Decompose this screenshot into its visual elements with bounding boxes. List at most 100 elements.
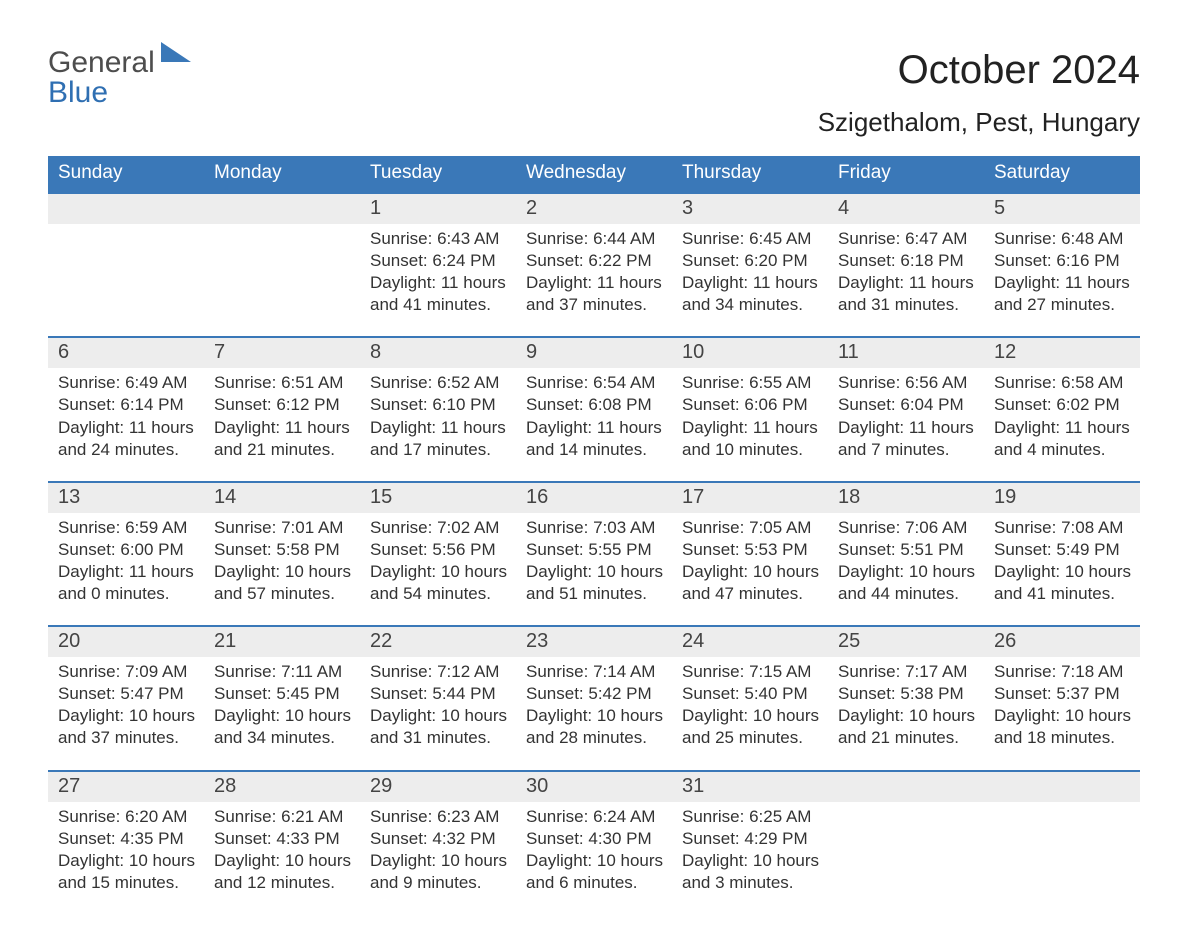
day-daylight2: and 21 minutes.	[214, 439, 354, 461]
day-sunrise: Sunrise: 6:44 AM	[526, 228, 666, 250]
day-daylight1: Daylight: 10 hours	[214, 850, 354, 872]
day-daylight2: and 44 minutes.	[838, 583, 978, 605]
day-daylight2: and 51 minutes.	[526, 583, 666, 605]
day-sunset: Sunset: 6:10 PM	[370, 394, 510, 416]
day-daylight1: Daylight: 11 hours	[838, 417, 978, 439]
day-body-cell: Sunrise: 7:06 AMSunset: 5:51 PMDaylight:…	[828, 513, 984, 626]
day-daylight1: Daylight: 10 hours	[838, 705, 978, 727]
day-daylight2: and 12 minutes.	[214, 872, 354, 894]
day-number-cell: 8	[360, 337, 516, 368]
day-number-row: 13141516171819	[48, 482, 1140, 513]
day-daylight2: and 27 minutes.	[994, 294, 1134, 316]
day-body-cell: Sunrise: 6:51 AMSunset: 6:12 PMDaylight:…	[204, 368, 360, 481]
day-sunset: Sunset: 4:32 PM	[370, 828, 510, 850]
day-sunrise: Sunrise: 6:58 AM	[994, 372, 1134, 394]
day-body-row: Sunrise: 6:49 AMSunset: 6:14 PMDaylight:…	[48, 368, 1140, 481]
day-sunrise: Sunrise: 6:59 AM	[58, 517, 198, 539]
title-block: October 2024 Szigethalom, Pest, Hungary	[818, 48, 1140, 138]
day-daylight2: and 14 minutes.	[526, 439, 666, 461]
day-body-cell: Sunrise: 6:25 AMSunset: 4:29 PMDaylight:…	[672, 802, 828, 914]
day-daylight1: Daylight: 10 hours	[370, 561, 510, 583]
weekday-row: SundayMondayTuesdayWednesdayThursdayFrid…	[48, 156, 1140, 193]
day-sunset: Sunset: 5:42 PM	[526, 683, 666, 705]
day-sunrise: Sunrise: 7:12 AM	[370, 661, 510, 683]
day-daylight2: and 17 minutes.	[370, 439, 510, 461]
day-sunset: Sunset: 5:45 PM	[214, 683, 354, 705]
day-sunrise: Sunrise: 7:05 AM	[682, 517, 822, 539]
day-daylight1: Daylight: 10 hours	[526, 561, 666, 583]
day-daylight1: Daylight: 10 hours	[214, 561, 354, 583]
day-number-cell: 26	[984, 626, 1140, 657]
day-daylight2: and 28 minutes.	[526, 727, 666, 749]
day-body-row: Sunrise: 7:09 AMSunset: 5:47 PM Daylight:…	[48, 657, 1140, 770]
day-sunset: Sunset: 6:18 PM	[838, 250, 978, 272]
day-sunset: Sunset: 4:33 PM	[214, 828, 354, 850]
day-body-row: Sunrise: 6:43 AMSunset: 6:24 PMDaylight:…	[48, 224, 1140, 337]
day-number-cell: 1	[360, 193, 516, 224]
day-body-cell: Sunrise: 7:14 AMSunset: 5:42 PMDaylight:…	[516, 657, 672, 770]
day-number-cell: 23	[516, 626, 672, 657]
day-daylight1: Daylight: 11 hours	[370, 417, 510, 439]
day-sunset: Sunset: 5:47 PM	[58, 683, 198, 705]
day-daylight2: and 34 minutes.	[682, 294, 822, 316]
day-sunset: Sunset: 5:56 PM	[370, 539, 510, 561]
day-daylight2: and 24 minutes.	[58, 439, 198, 461]
day-body-cell: Sunrise: 6:56 AMSunset: 6:04 PMDaylight:…	[828, 368, 984, 481]
day-body-cell	[984, 802, 1140, 914]
day-daylight2: and 54 minutes.	[370, 583, 510, 605]
day-daylight2: and 37 minutes.	[58, 727, 198, 749]
day-sunrise: Sunrise: 6:20 AM	[58, 806, 198, 828]
weekday-header: Friday	[828, 156, 984, 193]
day-number-cell: 6	[48, 337, 204, 368]
day-number-cell: 25	[828, 626, 984, 657]
day-number-cell: 29	[360, 771, 516, 802]
day-number-cell: 9	[516, 337, 672, 368]
day-sunset: Sunset: 6:06 PM	[682, 394, 822, 416]
day-number-cell: 3	[672, 193, 828, 224]
day-number-cell: 17	[672, 482, 828, 513]
day-body-cell: Sunrise: 7:08 AMSunset: 5:49 PMDaylight:…	[984, 513, 1140, 626]
day-sunrise: Sunrise: 6:52 AM	[370, 372, 510, 394]
day-daylight1: Daylight: 11 hours	[994, 272, 1134, 294]
day-body-cell: Sunrise: 7:17 AMSunset: 5:38 PMDaylight:…	[828, 657, 984, 770]
day-sunrise: Sunrise: 7:03 AM	[526, 517, 666, 539]
day-sunset: Sunset: 6:04 PM	[838, 394, 978, 416]
month-title: October 2024	[818, 48, 1140, 93]
day-daylight2: and 41 minutes.	[370, 294, 510, 316]
day-sunrise: Sunrise: 7:09 AM	[58, 661, 198, 683]
calendar-body: 12345 Sunrise: 6:43 AMSunset: 6:24 PMDay…	[48, 193, 1140, 914]
day-daylight2: and 31 minutes.	[370, 727, 510, 749]
day-sunset: Sunset: 4:30 PM	[526, 828, 666, 850]
day-sunrise: Sunrise: 7:08 AM	[994, 517, 1134, 539]
day-number-row: 6789101112	[48, 337, 1140, 368]
day-sunset: Sunset: 6:08 PM	[526, 394, 666, 416]
day-body-cell: Sunrise: 6:49 AMSunset: 6:14 PMDaylight:…	[48, 368, 204, 481]
day-sunrise: Sunrise: 6:47 AM	[838, 228, 978, 250]
day-daylight2: and 21 minutes.	[838, 727, 978, 749]
day-body-cell: Sunrise: 6:24 AMSunset: 4:30 PMDaylight:…	[516, 802, 672, 914]
day-number-cell	[48, 193, 204, 224]
day-body-cell: Sunrise: 6:58 AMSunset: 6:02 PMDaylight:…	[984, 368, 1140, 481]
day-daylight1: Daylight: 10 hours	[58, 850, 198, 872]
day-body-cell: Sunrise: 7:11 AMSunset: 5:45 PMDaylight:…	[204, 657, 360, 770]
day-number-cell	[984, 771, 1140, 802]
day-sunrise: Sunrise: 6:23 AM	[370, 806, 510, 828]
logo: General Blue	[48, 48, 191, 108]
day-number-row: 12345	[48, 193, 1140, 224]
day-sunset: Sunset: 6:02 PM	[994, 394, 1134, 416]
day-daylight2: and 25 minutes.	[682, 727, 822, 749]
day-sunset: Sunset: 6:12 PM	[214, 394, 354, 416]
day-sunrise: Sunrise: 7:18 AM	[994, 661, 1134, 683]
calendar-page: General Blue October 2024 Szigethalom, P…	[0, 0, 1188, 938]
day-sunrise: Sunrise: 6:43 AM	[370, 228, 510, 250]
day-sunrise: Sunrise: 6:45 AM	[682, 228, 822, 250]
day-body-cell	[204, 224, 360, 337]
day-daylight2: and 57 minutes.	[214, 583, 354, 605]
day-body-cell: Sunrise: 6:52 AMSunset: 6:10 PMDaylight:…	[360, 368, 516, 481]
weekday-header: Sunday	[48, 156, 204, 193]
day-daylight2: and 31 minutes.	[838, 294, 978, 316]
day-daylight1: Daylight: 11 hours	[838, 272, 978, 294]
day-number-cell: 20	[48, 626, 204, 657]
day-daylight1: Daylight: 10 hours	[994, 561, 1134, 583]
day-body-cell: Sunrise: 6:43 AMSunset: 6:24 PMDaylight:…	[360, 224, 516, 337]
